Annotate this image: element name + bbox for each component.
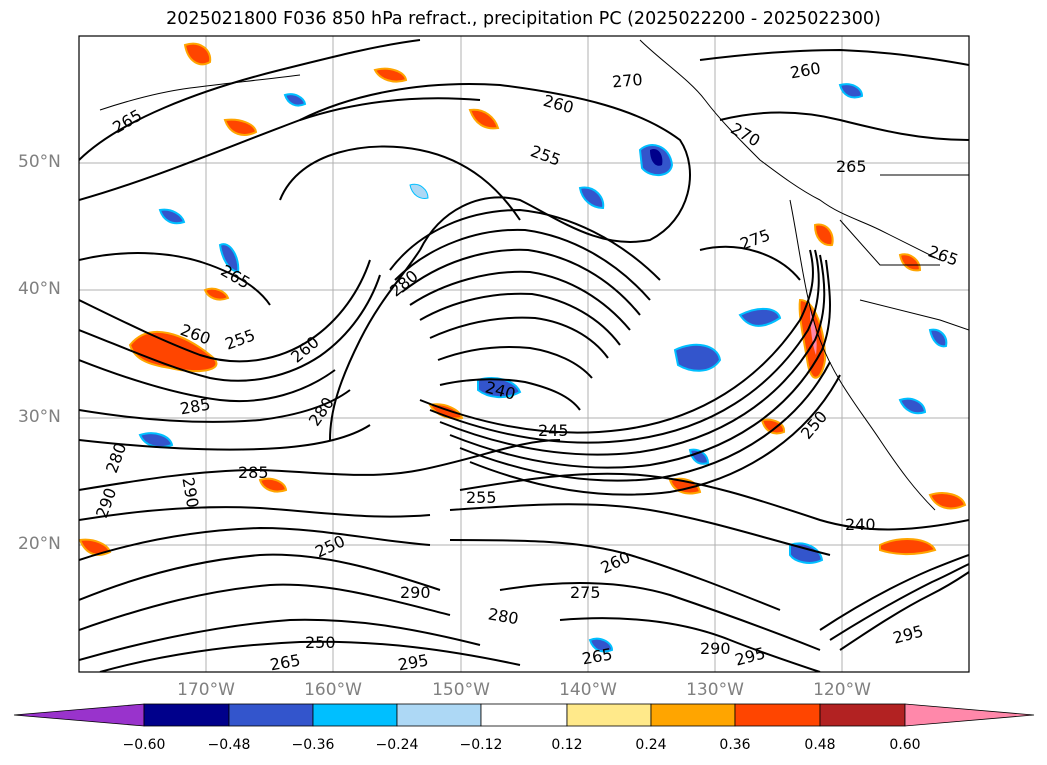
coastlines [99,39,969,511]
lat-label: 40°N [18,279,61,299]
lon-label: 150°W [432,680,490,700]
colorbar-segment [819,703,906,727]
colorbar-tick-label: 0.48 [804,737,836,753]
plot-background [79,36,969,672]
contour-label: 255 [466,488,497,507]
contour-label: 250 [305,633,336,652]
contour-label: 245 [538,421,569,440]
contour-label: 270 [611,70,643,92]
lon-label: 160°W [304,680,362,700]
plot-frame [78,35,970,673]
colorbar-tick-label: 0.24 [635,737,667,753]
lon-label: 170°W [177,680,235,700]
colorbar-tick-label: −0.36 [291,737,335,753]
page-title: 2025021800 F036 850 hPa refract., precip… [166,9,881,29]
colorbar-tick-label: −0.12 [459,737,503,753]
colorbar-segment [734,703,821,727]
colorbar-segment [143,703,230,727]
contour-label: 295 [396,650,429,674]
colorbar-tick-label: −0.60 [122,737,166,753]
lat-label: 20°N [18,534,61,554]
colorbar-segment [13,703,145,727]
colorbar-segment [312,703,398,727]
lon-label: 120°W [813,680,871,700]
colorbar-tick-label: −0.48 [207,737,251,753]
contour-label: 290 [400,583,431,602]
colorbar [13,703,1035,727]
colorbar-segment [480,703,568,727]
contour-label: 275 [570,583,601,602]
lat-label: 30°N [18,407,61,427]
colorbar-segment [566,703,652,727]
colorbar-tick-label: 0.12 [551,737,583,753]
contour-label: 290 [700,639,731,658]
lon-label: 140°W [559,680,617,700]
colorbar-segment [904,703,1035,727]
lat-label: 50°N [18,152,61,172]
colorbar-segment [650,703,736,727]
precip-blobs [79,42,967,653]
colorbar-tick-label: 0.60 [889,737,921,753]
colorbar-segment [228,703,314,727]
lon-label: 130°W [686,680,744,700]
contour-label: 240 [845,515,876,534]
refractivity-contours [79,39,969,672]
contour-label: 285 [238,463,269,482]
contour-label: 265 [836,157,867,176]
colorbar-tick-label: 0.36 [719,737,751,753]
contour-label: 265 [268,650,301,674]
colorbar-tick-label: −0.24 [375,737,419,753]
colorbar-segment [396,703,482,727]
